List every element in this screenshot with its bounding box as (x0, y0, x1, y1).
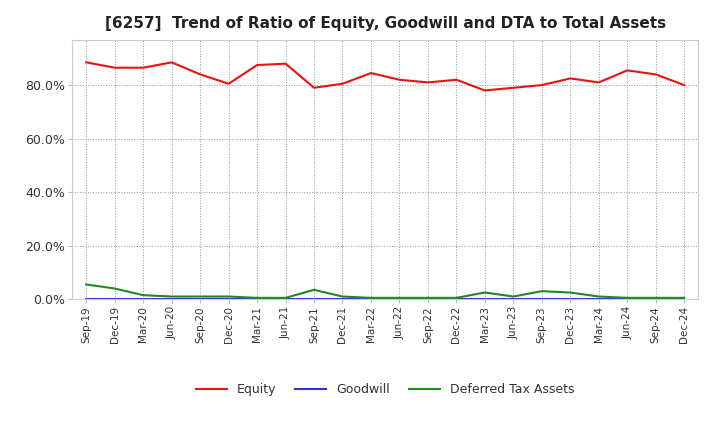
Goodwill (167, 297, 176, 302)
Equity (566, 76, 575, 81)
Goodwill (452, 297, 461, 302)
Goodwill (623, 297, 631, 302)
Goodwill (595, 297, 603, 302)
Goodwill (196, 297, 204, 302)
Equity (652, 72, 660, 77)
Deferred Tax Assets (82, 282, 91, 287)
Equity (395, 77, 404, 82)
Goodwill (480, 297, 489, 302)
Equity (196, 72, 204, 77)
Deferred Tax Assets (310, 287, 318, 293)
Equity (423, 80, 432, 85)
Goodwill (225, 297, 233, 302)
Equity (509, 85, 518, 90)
Title: [6257]  Trend of Ratio of Equity, Goodwill and DTA to Total Assets: [6257] Trend of Ratio of Equity, Goodwil… (104, 16, 666, 32)
Deferred Tax Assets (680, 295, 688, 301)
Deferred Tax Assets (167, 294, 176, 299)
Goodwill (423, 297, 432, 302)
Deferred Tax Assets (509, 294, 518, 299)
Goodwill (537, 297, 546, 302)
Equity (110, 65, 119, 70)
Equity (225, 81, 233, 86)
Line: Deferred Tax Assets: Deferred Tax Assets (86, 285, 684, 298)
Deferred Tax Assets (452, 295, 461, 301)
Deferred Tax Assets (566, 290, 575, 295)
Equity (680, 82, 688, 88)
Equity (537, 82, 546, 88)
Deferred Tax Assets (338, 294, 347, 299)
Deferred Tax Assets (110, 286, 119, 291)
Equity (167, 60, 176, 65)
Goodwill (82, 297, 91, 302)
Deferred Tax Assets (395, 295, 404, 301)
Equity (139, 65, 148, 70)
Deferred Tax Assets (652, 295, 660, 301)
Goodwill (282, 297, 290, 302)
Equity (452, 77, 461, 82)
Deferred Tax Assets (282, 295, 290, 301)
Deferred Tax Assets (595, 294, 603, 299)
Deferred Tax Assets (366, 295, 375, 301)
Deferred Tax Assets (253, 295, 261, 301)
Deferred Tax Assets (423, 295, 432, 301)
Goodwill (509, 297, 518, 302)
Equity (282, 61, 290, 66)
Legend: Equity, Goodwill, Deferred Tax Assets: Equity, Goodwill, Deferred Tax Assets (191, 378, 580, 401)
Equity (82, 60, 91, 65)
Deferred Tax Assets (225, 294, 233, 299)
Goodwill (110, 297, 119, 302)
Goodwill (338, 297, 347, 302)
Deferred Tax Assets (139, 293, 148, 298)
Equity (623, 68, 631, 73)
Line: Equity: Equity (86, 62, 684, 91)
Goodwill (395, 297, 404, 302)
Equity (366, 70, 375, 76)
Equity (480, 88, 489, 93)
Deferred Tax Assets (196, 294, 204, 299)
Goodwill (652, 297, 660, 302)
Equity (595, 80, 603, 85)
Goodwill (139, 297, 148, 302)
Deferred Tax Assets (537, 289, 546, 294)
Deferred Tax Assets (480, 290, 489, 295)
Goodwill (253, 297, 261, 302)
Equity (338, 81, 347, 86)
Deferred Tax Assets (623, 295, 631, 301)
Goodwill (310, 297, 318, 302)
Goodwill (366, 297, 375, 302)
Goodwill (680, 297, 688, 302)
Equity (310, 85, 318, 90)
Goodwill (566, 297, 575, 302)
Equity (253, 62, 261, 68)
